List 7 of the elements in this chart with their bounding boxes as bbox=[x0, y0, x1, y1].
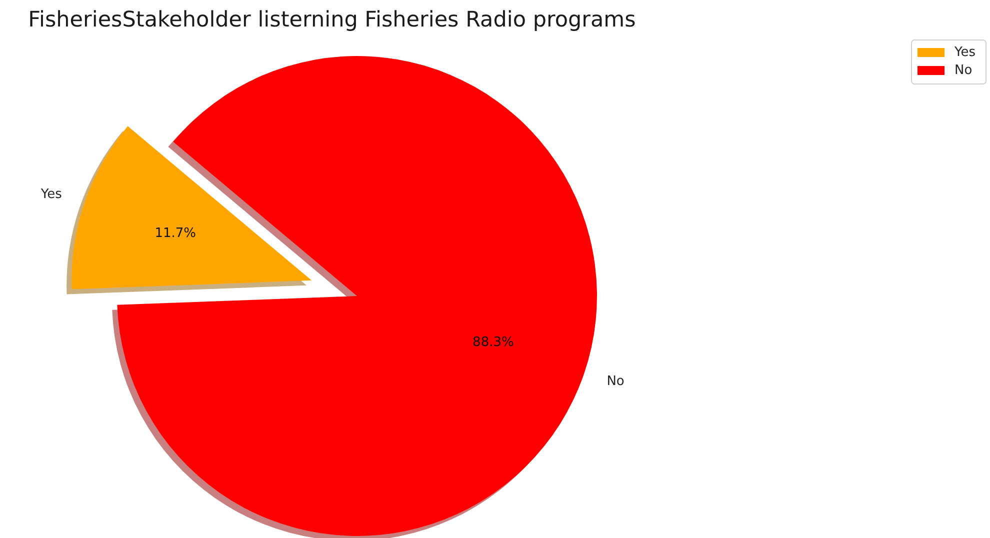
category-label: Yes bbox=[40, 187, 62, 202]
data-label: 11.7% bbox=[154, 226, 196, 242]
data-label: 88.3% bbox=[472, 335, 514, 350]
chart-title: FisheriesStakeholder listerning Fisheries Radio programs bbox=[28, 8, 636, 32]
slice-label: No bbox=[606, 374, 624, 390]
legend-label: Yes bbox=[954, 45, 976, 60]
legend-label: No bbox=[954, 63, 972, 78]
